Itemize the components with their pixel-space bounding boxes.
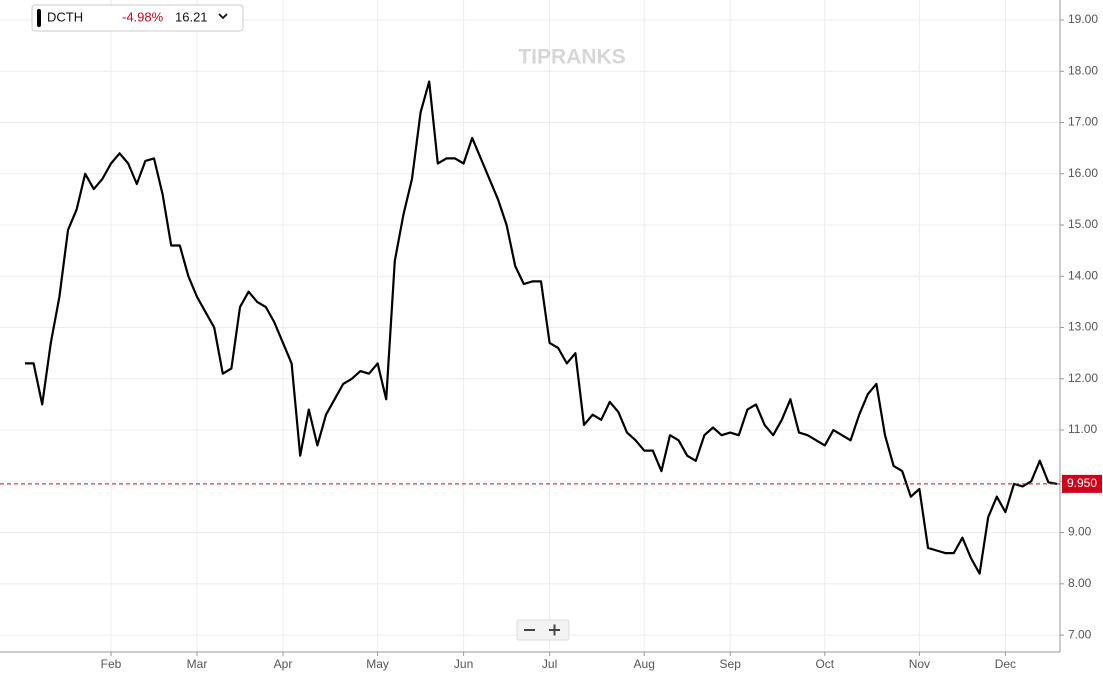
- y-tick-label: 19.00: [1068, 12, 1098, 26]
- watermark: TIPRANKS: [518, 46, 625, 69]
- ticker-box[interactable]: DCTH -4.98% 16.21: [31, 4, 244, 32]
- x-tick-label: Mar: [187, 657, 208, 671]
- ticker-frame: [31, 4, 244, 32]
- x-tick-label: Dec: [995, 657, 1016, 671]
- last-price-label: 9.950: [1067, 476, 1097, 490]
- ticker-price: 16.21: [175, 9, 208, 24]
- ticker-chevron[interactable]: [218, 13, 228, 20]
- y-tick-label: 18.00: [1068, 63, 1098, 77]
- x-tick-label: Jun: [454, 657, 473, 671]
- x-tick-label: Apr: [274, 657, 293, 671]
- y-tick-label: 14.00: [1068, 268, 1098, 282]
- x-tick-label: Nov: [909, 657, 930, 671]
- y-tick-label: 11.00: [1068, 422, 1097, 436]
- zoom-box: [516, 619, 570, 641]
- y-tick-label: 17.00: [1068, 115, 1098, 129]
- x-tick-label: Sep: [720, 657, 742, 671]
- ticker-swatch: [37, 9, 41, 27]
- y-tick-label: 16.00: [1068, 166, 1098, 180]
- y-tick-label: 9.00: [1068, 525, 1092, 539]
- x-tick-label: Feb: [101, 657, 122, 671]
- x-tick-label: May: [366, 657, 389, 671]
- y-tick-label: 12.00: [1068, 371, 1098, 385]
- ticker-change: -4.98%: [122, 9, 164, 24]
- x-tick-label: Aug: [634, 657, 655, 671]
- zoom-controls[interactable]: [516, 619, 570, 641]
- y-tick-label: 15.00: [1068, 217, 1098, 231]
- ticker-symbol: DCTH: [47, 9, 83, 24]
- y-tick-label: 8.00: [1068, 576, 1092, 590]
- x-tick-label: Jul: [542, 657, 557, 671]
- x-tick-label: Oct: [815, 657, 834, 671]
- y-tick-label: 13.00: [1068, 320, 1098, 334]
- last-price-tag: [1062, 474, 1102, 493]
- y-tick-label: 7.00: [1068, 627, 1092, 641]
- price-line-series: [25, 80, 1058, 575]
